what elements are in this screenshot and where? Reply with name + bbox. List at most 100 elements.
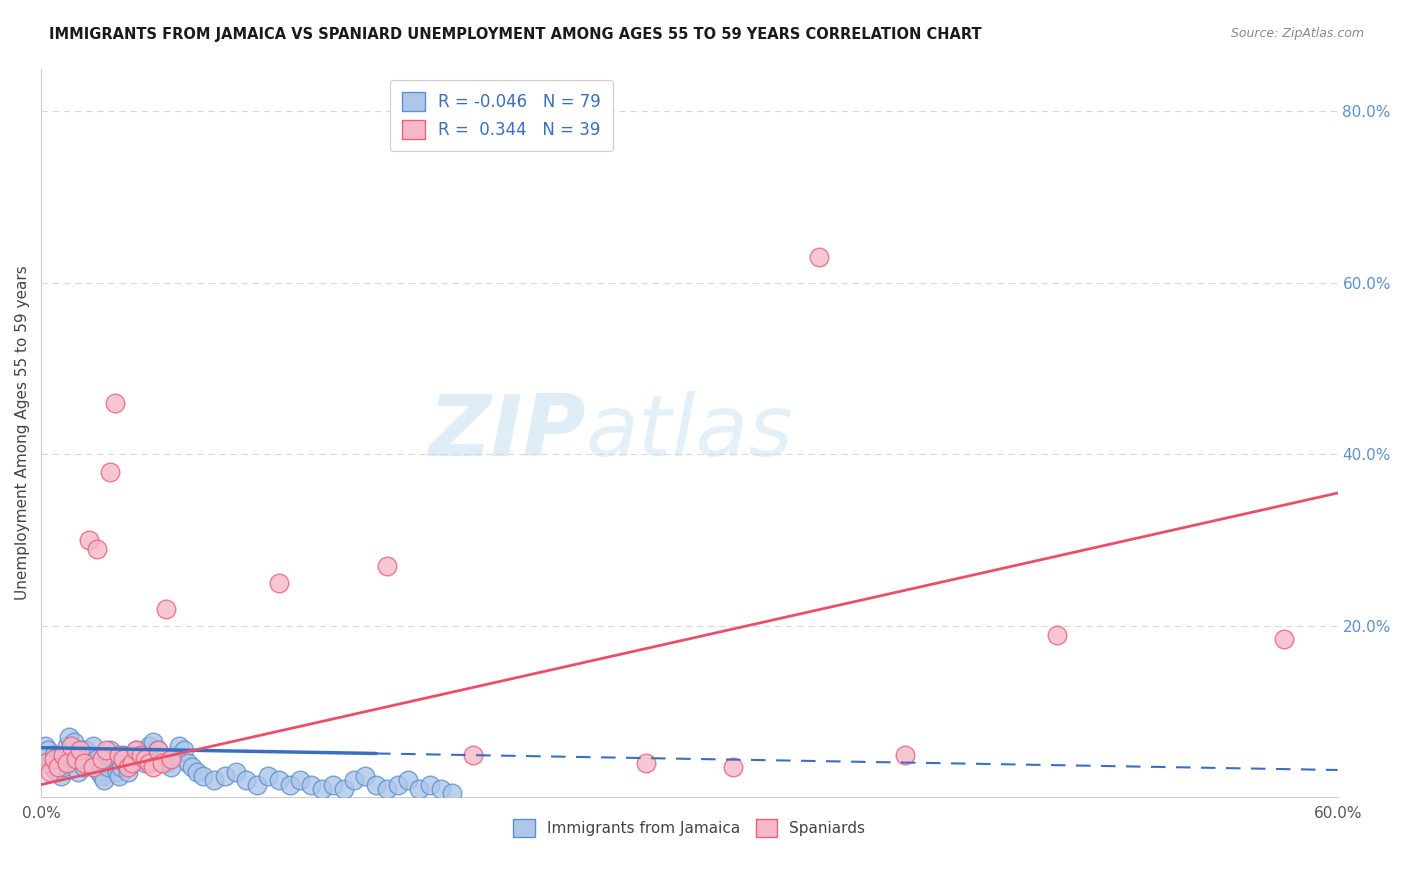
Text: IMMIGRANTS FROM JAMAICA VS SPANIARD UNEMPLOYMENT AMONG AGES 55 TO 59 YEARS CORRE: IMMIGRANTS FROM JAMAICA VS SPANIARD UNEM…: [49, 27, 981, 42]
Point: [82, 739, 104, 753]
Point: [69, 743, 91, 757]
Point: [159, 760, 181, 774]
Point: [202, 773, 225, 788]
Point: [129, 747, 152, 762]
Point: [177, 756, 200, 771]
Point: [332, 781, 354, 796]
Point: [69, 743, 91, 757]
Point: [181, 760, 204, 774]
Point: [322, 778, 344, 792]
Point: [58, 731, 80, 745]
Point: [150, 752, 173, 766]
Point: [86, 541, 108, 556]
Point: [134, 752, 156, 766]
Point: [299, 778, 322, 792]
Point: [60, 747, 83, 762]
Point: [440, 786, 463, 800]
Point: [430, 781, 453, 796]
Point: [246, 778, 269, 792]
Legend: Immigrants from Jamaica, Spaniards: Immigrants from Jamaica, Spaniards: [506, 812, 873, 845]
Point: [419, 778, 441, 792]
Point: [257, 769, 280, 783]
Point: [60, 739, 83, 753]
Point: [73, 756, 96, 771]
Point: [808, 250, 831, 264]
Point: [90, 769, 112, 783]
Point: [165, 747, 187, 762]
Point: [103, 396, 125, 410]
Point: [52, 760, 75, 774]
Point: [142, 735, 165, 749]
Point: [94, 743, 117, 757]
Point: [225, 764, 247, 779]
Point: [146, 743, 169, 757]
Point: [375, 781, 398, 796]
Point: [48, 752, 70, 766]
Point: [76, 743, 98, 757]
Point: [34, 756, 56, 771]
Point: [80, 756, 103, 771]
Point: [98, 743, 121, 757]
Point: [138, 756, 160, 771]
Point: [65, 756, 87, 771]
Point: [77, 533, 100, 548]
Point: [38, 764, 60, 779]
Point: [56, 756, 79, 771]
Point: [66, 764, 89, 779]
Point: [108, 769, 131, 783]
Point: [375, 558, 398, 573]
Point: [77, 747, 100, 762]
Point: [169, 739, 191, 753]
Point: [45, 764, 67, 779]
Point: [112, 752, 135, 766]
Point: [134, 756, 156, 771]
Point: [125, 743, 148, 757]
Point: [42, 747, 65, 762]
Text: Source: ZipAtlas.com: Source: ZipAtlas.com: [1230, 27, 1364, 40]
Point: [142, 760, 165, 774]
Point: [52, 747, 75, 762]
Point: [114, 756, 136, 771]
Point: [56, 739, 79, 753]
Point: [398, 773, 420, 788]
Point: [117, 764, 139, 779]
Point: [150, 756, 173, 771]
Point: [267, 773, 290, 788]
Point: [90, 752, 112, 766]
Point: [93, 773, 115, 788]
Point: [155, 601, 177, 615]
Point: [159, 752, 181, 766]
Point: [214, 769, 236, 783]
Point: [86, 752, 108, 766]
Point: [636, 756, 658, 771]
Point: [49, 769, 72, 783]
Point: [125, 743, 148, 757]
Point: [97, 760, 120, 774]
Point: [42, 752, 65, 766]
Point: [121, 756, 143, 771]
Point: [112, 747, 135, 762]
Point: [235, 773, 257, 788]
Point: [138, 739, 160, 753]
Point: [117, 760, 139, 774]
Point: [48, 760, 70, 774]
Point: [73, 760, 96, 774]
Text: atlas: atlas: [586, 392, 793, 475]
Text: ZIP: ZIP: [427, 392, 586, 475]
Point: [98, 465, 121, 479]
Point: [1046, 627, 1069, 641]
Point: [89, 764, 111, 779]
Point: [290, 773, 312, 788]
Point: [62, 735, 84, 749]
Point: [82, 760, 104, 774]
Point: [1272, 632, 1295, 646]
Point: [155, 756, 177, 771]
Point: [103, 756, 125, 771]
Point: [70, 752, 93, 766]
Point: [94, 756, 117, 771]
Point: [146, 743, 169, 757]
Point: [387, 778, 409, 792]
Point: [129, 747, 152, 762]
Point: [463, 747, 485, 762]
Point: [53, 756, 76, 771]
